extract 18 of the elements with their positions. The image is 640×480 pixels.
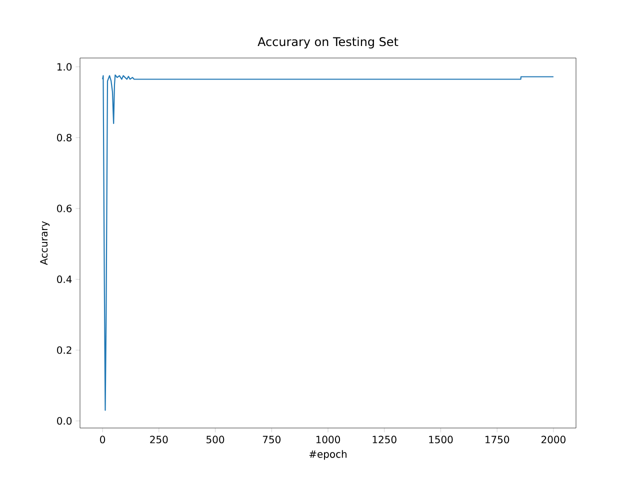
y-tick-label: 0.6 [57,204,72,212]
x-tick-label: 500 [206,436,224,444]
x-axis-title: #epoch [309,450,347,460]
x-tick-label: 0 [100,436,106,444]
x-tick-label: 1000 [316,436,340,444]
y-tick-label: 0.2 [57,346,72,354]
y-tick-label: 0.4 [57,276,72,284]
x-tick-label: 750 [262,436,280,444]
y-tick-label: 1.0 [57,63,72,71]
x-tick-label: 1250 [372,436,396,444]
x-tick-label: 1500 [429,436,453,444]
x-tick-label: 2000 [542,436,566,444]
y-axis-title: Accurary [40,221,50,265]
y-tick-label: 0.0 [57,417,72,425]
x-tick-label: 1750 [486,436,510,444]
chart-title: Accurary on Testing Set [258,36,398,48]
y-tick-label: 0.8 [57,134,72,142]
x-tick-label: 250 [150,436,168,444]
